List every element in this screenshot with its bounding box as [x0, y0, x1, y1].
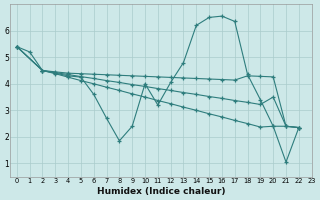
X-axis label: Humidex (Indice chaleur): Humidex (Indice chaleur) — [97, 187, 225, 196]
